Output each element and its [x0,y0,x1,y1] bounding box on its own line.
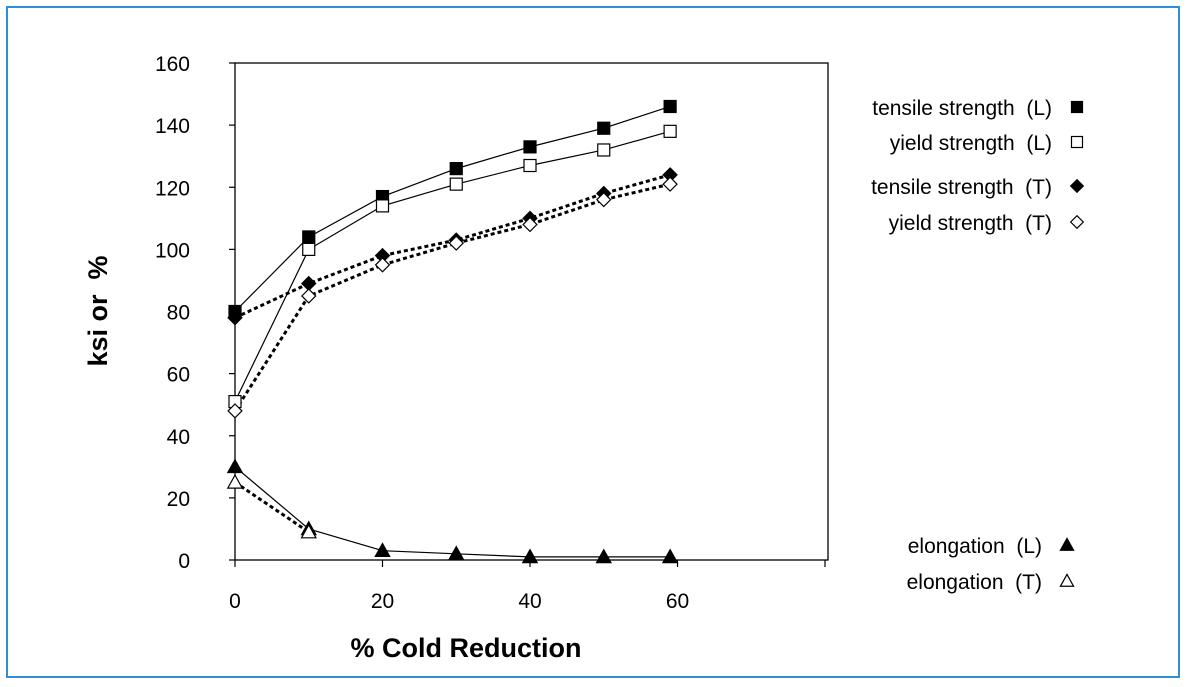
data-point [448,235,464,251]
data-point [227,309,243,326]
data-point [597,143,611,157]
chart-frame: 0 20 40 60 80 100 120 140 160 0 20 40 60 tensile st… [6,6,1180,678]
y-tick-label: 160 [155,53,190,76]
data-point [302,230,316,244]
x-tick-label: 40 [518,590,541,613]
y-tick-label: 40 [167,426,190,449]
data-point [374,542,391,558]
series-line [234,481,310,534]
y-tick-label: 120 [155,177,190,200]
chart: 0 20 40 60 80 100 120 140 160 0 20 40 60 tensile st… [83,53,1085,663]
y-tick-label: 100 [155,239,190,262]
x-tick-label: 0 [229,590,241,613]
y-tick-label: 0 [178,550,190,573]
legend-marker [1069,214,1085,230]
legend-label: yield strength (L) [890,132,1052,155]
data-point [523,140,537,154]
data-point [302,242,316,256]
y-tick-label: 140 [155,115,190,138]
plot-area-border [234,62,829,561]
data-point [375,199,390,213]
data-point [662,176,678,192]
data-point [227,403,243,419]
legend-marker [1059,537,1075,551]
y-tick-label: 20 [167,488,190,511]
data-point [523,158,537,173]
data-point [300,523,317,539]
x-tick-label: 20 [371,590,394,613]
data-point [226,473,244,489]
legend-label: elongation (T) [907,571,1042,594]
data-point [522,216,538,233]
series-line [234,105,671,312]
data-point [449,162,463,176]
legend-marker [1070,135,1084,149]
x-axis-label: % Cold Reduction [351,633,582,663]
y-tick-label: 60 [167,364,190,387]
legend-marker [1070,100,1084,114]
data-point [661,548,679,564]
y-axis-label: ksi or % [83,255,113,366]
data-point [597,121,611,135]
legend-marker [1069,178,1085,194]
legend-label: elongation (L) [908,535,1042,558]
y-axis-ticks: 0 20 40 60 80 100 120 140 160 [155,53,235,573]
data-point [449,177,463,191]
series-line [233,182,671,412]
legend-label: tensile strength (T) [871,176,1052,199]
data-point [521,548,539,564]
data-point [663,99,677,114]
data-point [663,124,677,138]
legend-label: tensile strength (L) [872,97,1052,120]
x-tick-label: 60 [666,590,689,613]
series-line [234,466,671,558]
data-point [448,545,465,561]
legend: tensile strength (L) yield strength (L) te… [871,97,1085,594]
data-point [226,458,244,474]
data-point [301,288,317,304]
x-axis-ticks: 0 20 40 60 [229,560,826,613]
data-point [596,191,612,208]
series-markers [226,99,679,564]
legend-marker [1059,573,1075,587]
data-point [595,548,612,564]
legend-label: yield strength (T) [889,212,1052,235]
data-point [374,257,391,273]
y-tick-label: 80 [167,302,190,325]
